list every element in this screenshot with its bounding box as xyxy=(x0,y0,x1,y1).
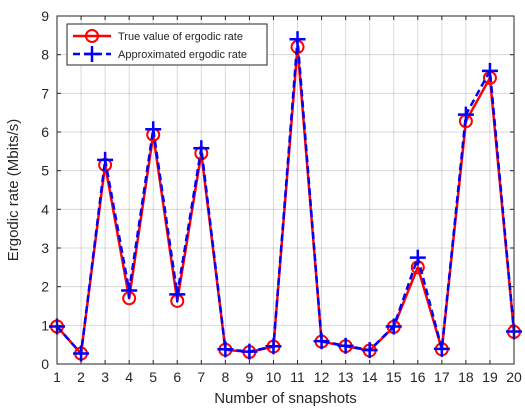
approximated-marker xyxy=(145,121,162,138)
x-tick-label: 5 xyxy=(149,369,157,385)
approximated-marker xyxy=(337,337,354,354)
approximated-marker xyxy=(289,31,306,48)
y-tick-label: 0 xyxy=(41,356,49,372)
legend-entry-true-value: True value of ergodic rate xyxy=(73,29,243,43)
y-tick-label: 1 xyxy=(41,317,49,333)
x-tick-label: 17 xyxy=(434,369,450,385)
approximated-marker xyxy=(361,342,378,359)
legend-label: True value of ergodic rate xyxy=(118,31,243,43)
x-tick-label: 9 xyxy=(246,369,254,385)
approximated-marker xyxy=(313,333,330,350)
x-tick-label: 16 xyxy=(410,369,426,385)
approximated-marker xyxy=(409,249,426,266)
y-tick-label: 4 xyxy=(41,201,49,217)
x-tick-label: 14 xyxy=(362,369,378,385)
y-tick-label: 5 xyxy=(41,163,49,179)
approximated-marker xyxy=(481,62,498,79)
approximated-marker xyxy=(265,338,282,355)
x-tick-label: 10 xyxy=(266,369,282,385)
y-axis-label: Ergodic rate (Mbits/s) xyxy=(5,119,22,262)
plot-area-frame xyxy=(56,15,515,365)
y-tick-label: 2 xyxy=(41,279,49,295)
approximated-marker xyxy=(241,343,258,360)
x-tick-label: 8 xyxy=(221,369,229,385)
y-tick-label: 6 xyxy=(41,124,49,140)
y-tick-label: 9 xyxy=(41,8,49,24)
axis-ticks: 1 2 3 4 5 6 7 8 9 10 11 12 13 14 15 16 17 18 19 20012345678… xyxy=(41,8,522,385)
x-tick-label: 15 xyxy=(386,369,402,385)
legend-entry-approximated: Approximated ergodic rate xyxy=(73,46,247,62)
approximated-marker xyxy=(433,340,450,357)
approximated-marker xyxy=(169,286,186,303)
x-axis-label: Number of snapshots xyxy=(214,390,357,407)
x-tick-label: 11 xyxy=(290,369,305,385)
approximated-marker xyxy=(457,106,474,123)
approximated-marker xyxy=(217,341,234,358)
x-tick-label: 13 xyxy=(338,369,354,385)
x-tick-label: 18 xyxy=(458,369,474,385)
legend: True value of ergodic rate Approximated e… xyxy=(66,23,268,66)
legend-box xyxy=(66,23,268,66)
x-tick-label: 4 xyxy=(125,369,133,385)
y-tick-label: 8 xyxy=(41,47,49,63)
x-tick-label: 7 xyxy=(197,369,205,385)
y-tick-label: 7 xyxy=(41,85,49,101)
x-tick-label: 2 xyxy=(77,369,85,385)
approximated-marker xyxy=(193,140,210,157)
x-tick-label: 20 xyxy=(506,369,522,385)
approximated-marker xyxy=(97,151,114,168)
legend-circle-marker xyxy=(85,29,99,43)
x-tick-label: 6 xyxy=(173,369,181,385)
x-tick-label: 1 xyxy=(53,369,61,385)
x-tick-label: 3 xyxy=(101,369,109,385)
x-tick-label: 12 xyxy=(314,369,330,385)
approximated-marker xyxy=(73,345,90,362)
y-tick-label: 3 xyxy=(41,240,49,256)
approximated-marker xyxy=(385,318,402,335)
x-tick-label: 19 xyxy=(482,369,498,385)
approximated-marker xyxy=(121,282,138,299)
legend-label: Approximated ergodic rate xyxy=(118,49,247,61)
series-line xyxy=(56,37,516,355)
